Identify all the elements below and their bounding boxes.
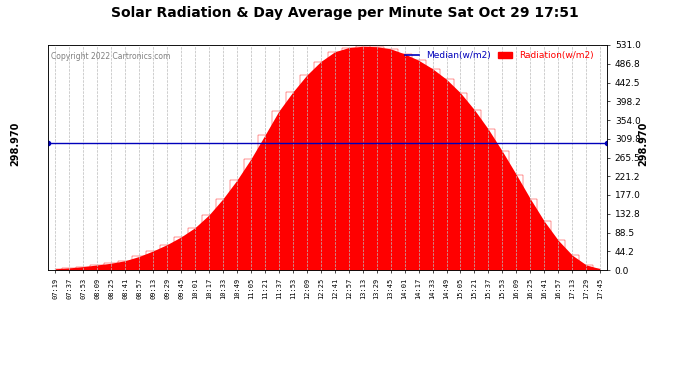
Text: 298.970: 298.970 [638,121,649,165]
Text: 298.970: 298.970 [10,121,20,165]
Text: Solar Radiation & Day Average per Minute Sat Oct 29 17:51: Solar Radiation & Day Average per Minute… [111,6,579,20]
Text: Copyright 2022 Cartronics.com: Copyright 2022 Cartronics.com [51,52,170,61]
Legend: Median(w/m2), Radiation(w/m2): Median(w/m2), Radiation(w/m2) [402,47,597,63]
